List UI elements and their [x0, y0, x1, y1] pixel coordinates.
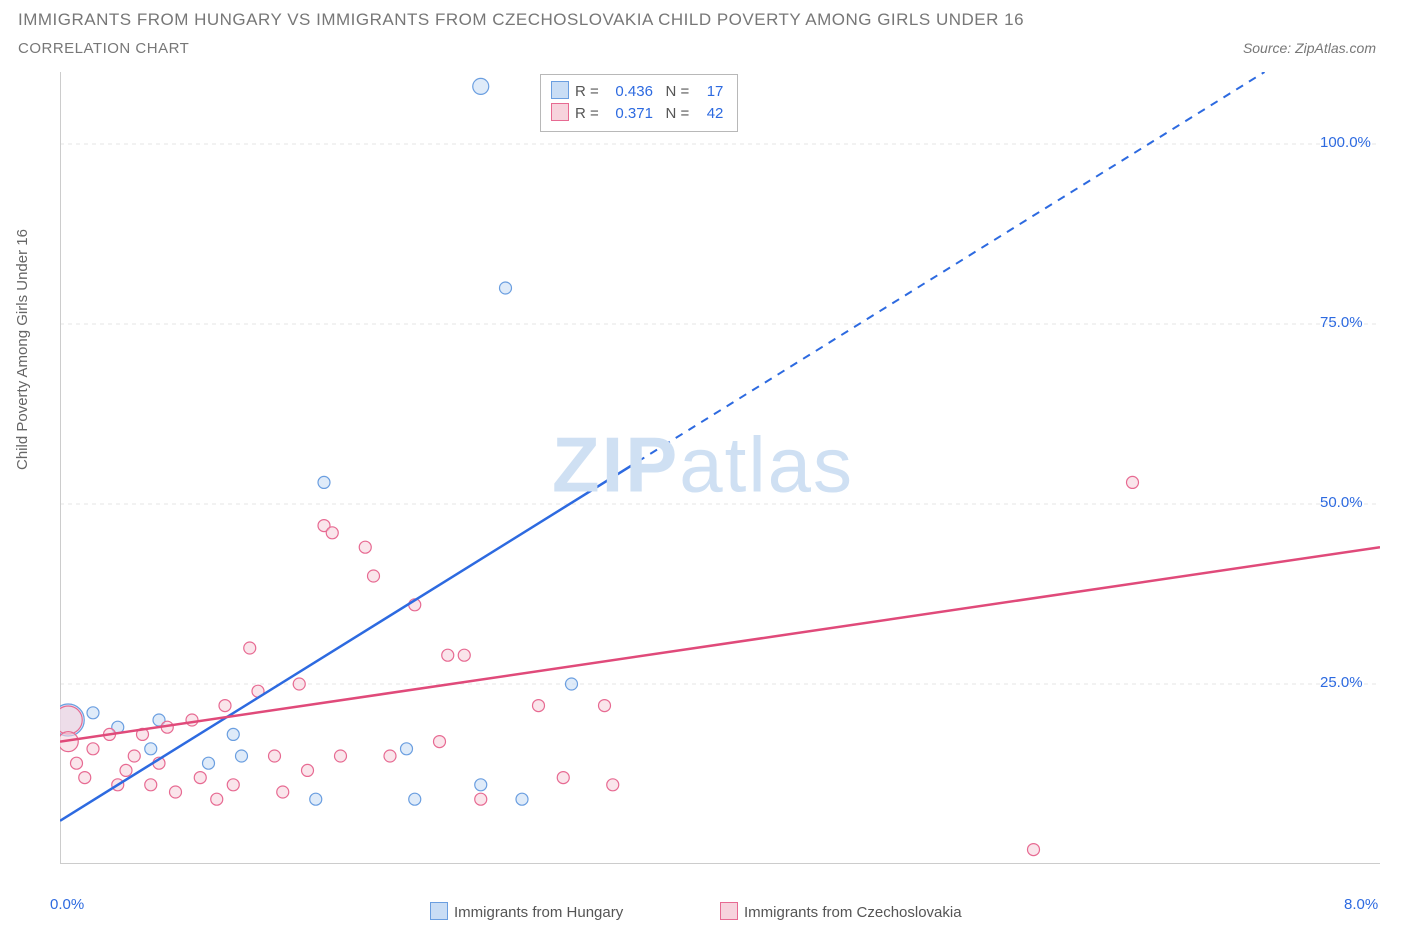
- series-legend-item: Immigrants from Czechoslovakia: [720, 902, 962, 921]
- axis-tick-label: 25.0%: [1320, 674, 1363, 691]
- source-label: Source: ZipAtlas.com: [1243, 40, 1376, 56]
- legend-row: R = 0.371 N = 42: [551, 103, 723, 125]
- chart-title: IMMIGRANTS FROM HUNGARY VS IMMIGRANTS FR…: [18, 10, 1024, 30]
- scatter-plot: [60, 72, 1380, 864]
- legend-row: R = 0.436 N = 17: [551, 81, 723, 103]
- correlation-legend: R = 0.436 N = 17R = 0.371 N = 42: [540, 74, 738, 132]
- chart-subtitle: CORRELATION CHART: [18, 40, 189, 57]
- axis-tick-label: 0.0%: [50, 896, 84, 913]
- axis-tick-label: 50.0%: [1320, 494, 1363, 511]
- y-axis-label: Child Poverty Among Girls Under 16: [14, 229, 31, 470]
- axis-tick-label: 8.0%: [1344, 896, 1378, 913]
- axis-tick-label: 75.0%: [1320, 314, 1363, 331]
- series-legend-item: Immigrants from Hungary: [430, 902, 623, 921]
- axis-tick-label: 100.0%: [1320, 134, 1371, 151]
